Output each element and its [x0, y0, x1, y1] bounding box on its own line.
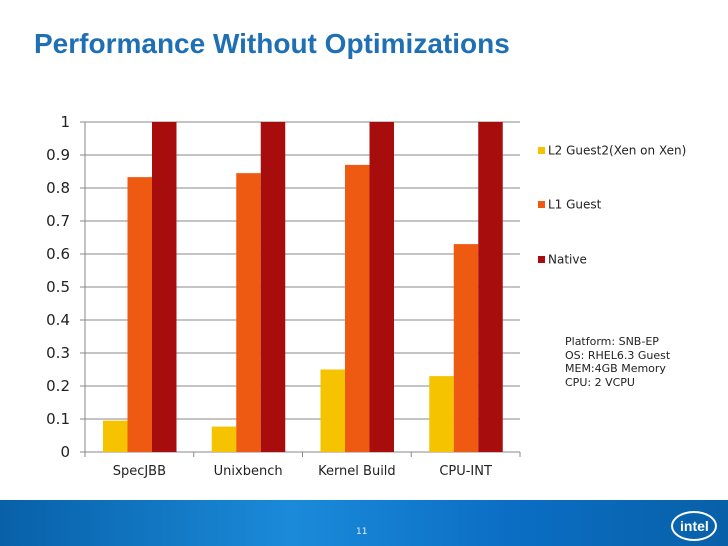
x-tick-label: SpecJBB — [113, 464, 166, 479]
platform-line: Platform: SNB-EP — [565, 335, 659, 348]
bar-l2-specjbb — [103, 420, 128, 452]
y-tick-label: 0.4 — [46, 311, 70, 329]
legend-swatch-native — [538, 256, 545, 263]
memory-line: MEM:4GB Memory — [565, 362, 666, 375]
cpu-line: CPU: 2 VCPU — [565, 375, 635, 389]
legend-label-native: Native — [548, 252, 587, 267]
bar-l2-kernel-build — [320, 369, 345, 452]
legend-item-native: Native — [538, 252, 587, 267]
legend-swatch-l1 — [538, 201, 545, 208]
bar-native-kernel-build — [369, 122, 394, 452]
y-tick-label: 0.5 — [46, 278, 70, 296]
bar-l1-unixbench — [236, 173, 261, 452]
y-tick-label: 0 — [60, 443, 70, 461]
legend-label-l2: L2 Guest2(Xen on Xen) — [548, 143, 687, 158]
bar-chart: 0 0.1 0.2 0.3 0.4 0.5 0.6 0.7 0.8 0.9 1 SpecJBB Unix… — [46, 113, 521, 479]
legend-swatch-l2 — [538, 147, 545, 154]
bar-l1-cpu-int — [453, 244, 479, 452]
y-tick-label: 1 — [60, 113, 70, 131]
os-line: OS: RHEL6.3 Guest — [565, 348, 671, 362]
bar-l1-kernel-build — [345, 164, 370, 452]
x-tick-label: CPU-INT — [439, 464, 492, 479]
bar-native-cpu-int — [478, 122, 503, 452]
bar-l1-specjbb — [127, 177, 152, 453]
intel-logo: intel — [671, 511, 717, 541]
legend-item-l2-guest: L2 Guest2(Xen on Xen) — [538, 143, 686, 158]
intel-logo-text: intel — [680, 518, 709, 534]
y-tick-label: 0.2 — [46, 377, 70, 395]
y-tick-label: 0.3 — [46, 344, 70, 362]
page-number: 11 — [356, 527, 368, 537]
y-tick-label: 0.6 — [46, 245, 70, 263]
y-tick-label: 0.9 — [46, 146, 70, 164]
x-tick-label: Kernel Build — [318, 464, 396, 479]
y-tick-label: 0.8 — [46, 179, 70, 197]
y-tick-label: 0.7 — [46, 212, 70, 230]
legend-item-l1-guest: L1 Guest — [538, 197, 601, 212]
slide-title: Performance Without Optimizations — [34, 28, 510, 59]
footer-bar — [0, 500, 728, 546]
x-tick-label: Unixbench — [214, 464, 283, 479]
bar-l2-cpu-int — [429, 376, 454, 452]
legend-label-l1: L1 Guest — [548, 197, 602, 212]
bar-native-unixbench — [260, 122, 286, 452]
bar-l2-unixbench — [211, 426, 237, 452]
y-tick-label: 0.1 — [46, 410, 70, 428]
bar-native-specjbb — [152, 122, 177, 452]
platform-info: Platform: SNB-EP OS: RHEL6.3 Guest MEM:4… — [565, 335, 670, 389]
